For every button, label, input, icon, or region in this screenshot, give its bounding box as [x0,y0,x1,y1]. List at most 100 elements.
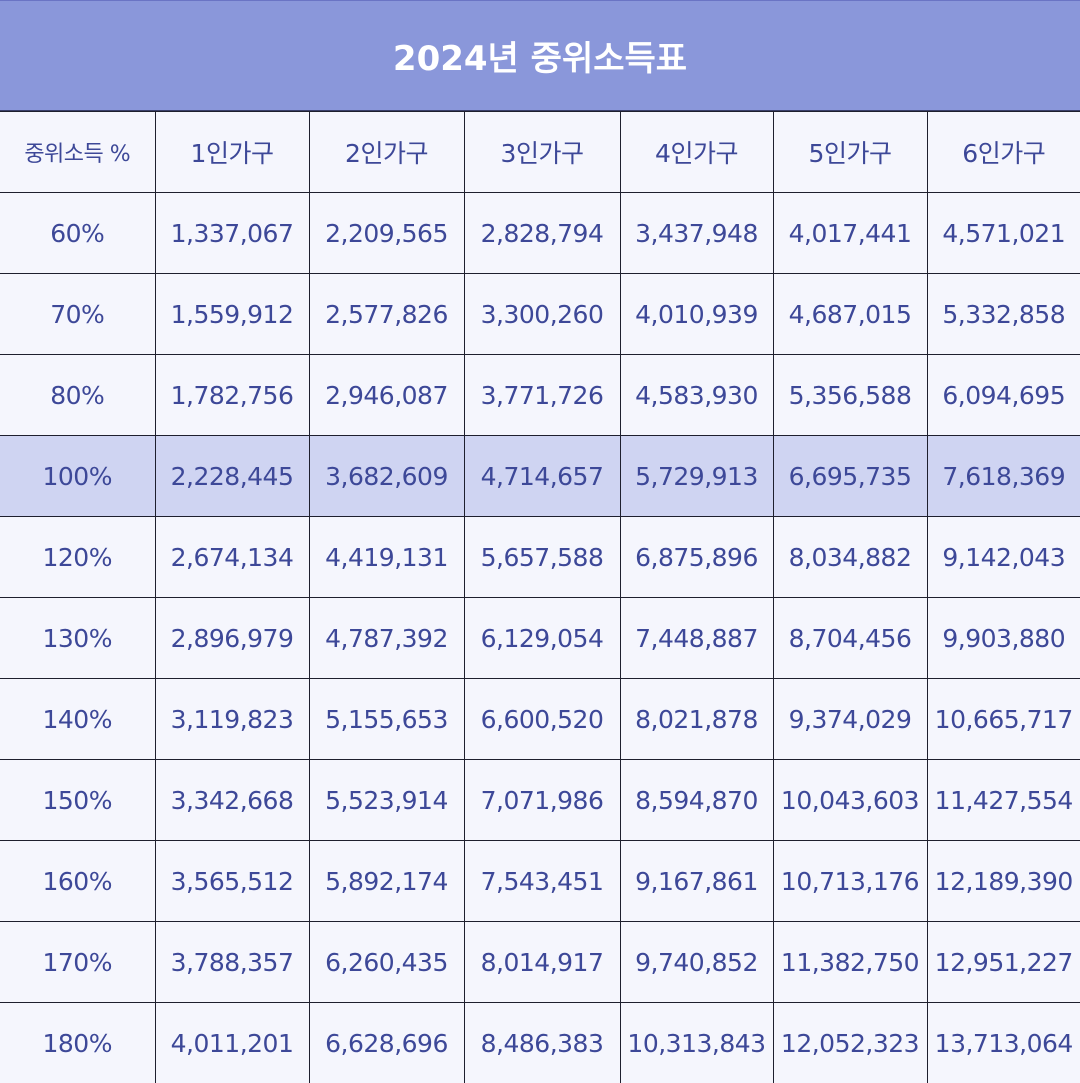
income-value-cell: 1,559,912 [155,274,309,355]
income-value-cell: 5,729,913 [620,436,773,517]
income-value-cell: 5,332,858 [927,274,1080,355]
row-percent-cell: 150% [0,760,155,841]
income-value-cell: 10,713,176 [773,841,927,922]
income-value-cell: 4,583,930 [620,355,773,436]
income-value-cell: 8,594,870 [620,760,773,841]
column-header-2-person: 2인가구 [309,112,464,193]
income-value-cell: 11,427,554 [927,760,1080,841]
income-value-cell: 4,787,392 [309,598,464,679]
income-value-cell: 5,155,653 [309,679,464,760]
income-value-cell: 5,356,588 [773,355,927,436]
page-title: 2024년 중위소득표 [393,31,687,80]
income-value-cell: 4,571,021 [927,193,1080,274]
income-value-cell: 4,011,201 [155,1003,309,1083]
row-percent-cell: 140% [0,679,155,760]
income-value-cell: 6,628,696 [309,1003,464,1083]
row-percent-cell: 180% [0,1003,155,1083]
income-value-cell: 3,682,609 [309,436,464,517]
header-row: 중위소득 % 1인가구 2인가구 3인가구 4인가구 5인가구 6인가구 [0,112,1080,193]
row-percent-cell: 100% [0,436,155,517]
income-value-cell: 6,260,435 [309,922,464,1003]
income-value-cell: 8,014,917 [464,922,620,1003]
row-percent-cell: 70% [0,274,155,355]
income-value-cell: 7,071,986 [464,760,620,841]
row-percent-cell: 160% [0,841,155,922]
income-value-cell: 2,577,826 [309,274,464,355]
income-value-cell: 10,313,843 [620,1003,773,1083]
income-value-cell: 6,600,520 [464,679,620,760]
column-header-6-person: 6인가구 [927,112,1080,193]
income-value-cell: 3,565,512 [155,841,309,922]
title-bar: 2024년 중위소득표 [0,1,1080,111]
column-header-percent: 중위소득 % [0,112,155,193]
income-value-cell: 2,896,979 [155,598,309,679]
income-value-cell: 8,021,878 [620,679,773,760]
column-header-1-person: 1인가구 [155,112,309,193]
income-value-cell: 13,713,064 [927,1003,1080,1083]
row-percent-cell: 170% [0,922,155,1003]
income-value-cell: 2,946,087 [309,355,464,436]
income-value-cell: 2,209,565 [309,193,464,274]
column-header-4-person: 4인가구 [620,112,773,193]
income-value-cell: 9,903,880 [927,598,1080,679]
income-value-cell: 3,437,948 [620,193,773,274]
income-value-cell: 10,043,603 [773,760,927,841]
income-value-cell: 5,657,588 [464,517,620,598]
income-value-cell: 2,674,134 [155,517,309,598]
income-value-cell: 5,523,914 [309,760,464,841]
income-value-cell: 3,300,260 [464,274,620,355]
income-value-cell: 6,094,695 [927,355,1080,436]
income-value-cell: 9,374,029 [773,679,927,760]
income-value-cell: 7,618,369 [927,436,1080,517]
row-percent-cell: 80% [0,355,155,436]
column-header-3-person: 3인가구 [464,112,620,193]
income-value-cell: 8,486,383 [464,1003,620,1083]
income-value-cell: 6,129,054 [464,598,620,679]
income-value-cell: 11,382,750 [773,922,927,1003]
income-value-cell: 1,337,067 [155,193,309,274]
income-value-cell: 3,771,726 [464,355,620,436]
income-value-cell: 9,167,861 [620,841,773,922]
row-percent-cell: 130% [0,598,155,679]
income-value-cell: 3,119,823 [155,679,309,760]
income-value-cell: 6,695,735 [773,436,927,517]
income-value-cell: 1,782,756 [155,355,309,436]
row-percent-cell: 60% [0,193,155,274]
income-value-cell: 9,740,852 [620,922,773,1003]
income-value-cell: 3,788,357 [155,922,309,1003]
income-value-cell: 8,704,456 [773,598,927,679]
income-value-cell: 4,687,015 [773,274,927,355]
income-value-cell: 10,665,717 [927,679,1080,760]
income-value-cell: 4,010,939 [620,274,773,355]
income-value-cell: 4,419,131 [309,517,464,598]
row-percent-cell: 120% [0,517,155,598]
income-value-cell: 12,052,323 [773,1003,927,1083]
income-table: 중위소득 % 1인가구 2인가구 3인가구 4인가구 5인가구 6인가구 60%… [0,111,1080,1083]
income-value-cell: 2,228,445 [155,436,309,517]
income-value-cell: 4,017,441 [773,193,927,274]
income-value-cell: 3,342,668 [155,760,309,841]
income-value-cell: 4,714,657 [464,436,620,517]
income-value-cell: 6,875,896 [620,517,773,598]
income-value-cell: 7,543,451 [464,841,620,922]
income-value-cell: 2,828,794 [464,193,620,274]
column-header-5-person: 5인가구 [773,112,927,193]
income-value-cell: 12,189,390 [927,841,1080,922]
income-value-cell: 12,951,227 [927,922,1080,1003]
income-value-cell: 9,142,043 [927,517,1080,598]
income-value-cell: 5,892,174 [309,841,464,922]
income-value-cell: 7,448,887 [620,598,773,679]
